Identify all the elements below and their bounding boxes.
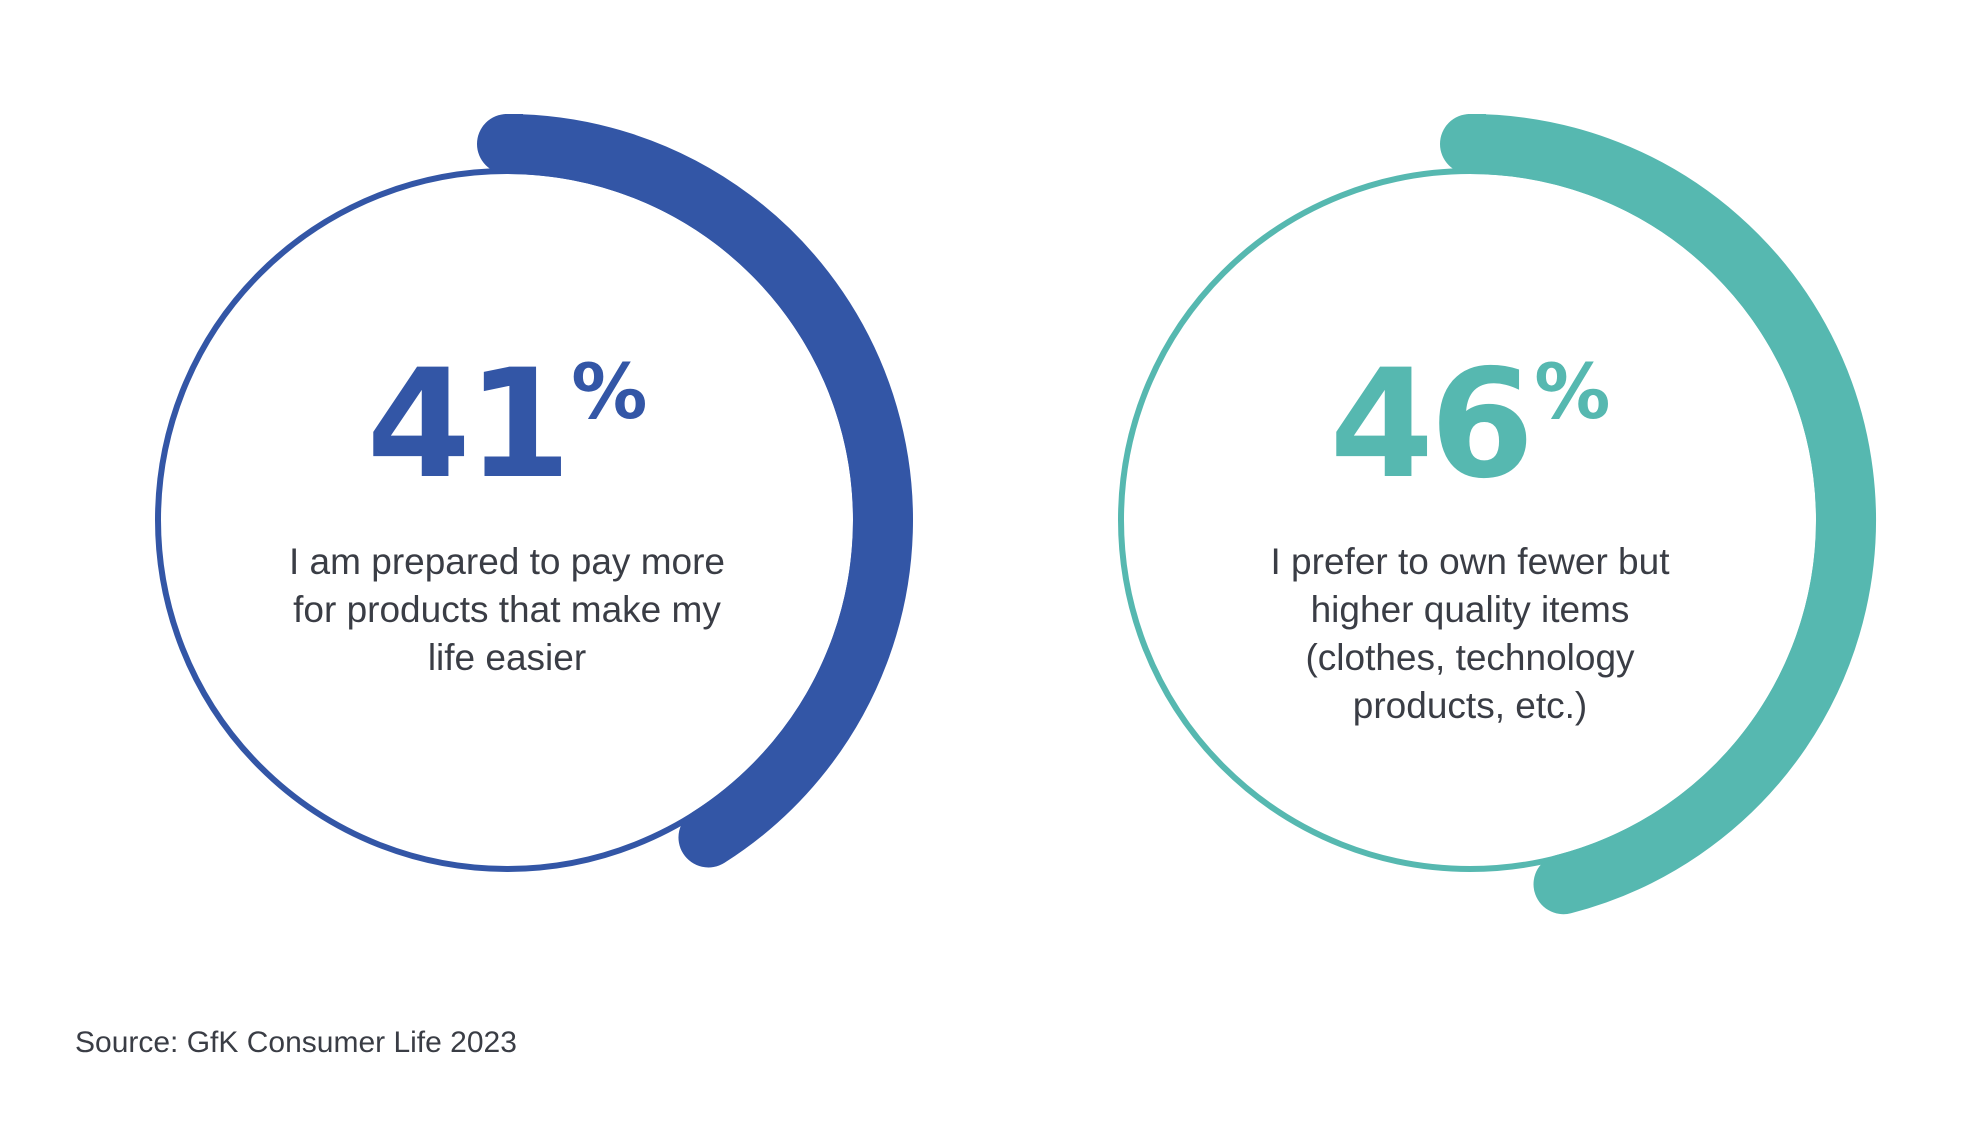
gauge-value-unit: % — [571, 347, 648, 436]
gauge-chart: 46% I prefer to own fewer but higher qua… — [1090, 114, 1877, 915]
gauge-ring — [155, 114, 913, 872]
gauge-track — [1118, 168, 1822, 872]
gauge-track — [155, 168, 859, 872]
gauge-value: 41% — [127, 350, 887, 500]
gauge-value-unit: % — [1534, 347, 1611, 436]
gauge-value: 46% — [1090, 350, 1850, 500]
gauge-label: I am prepared to pay more for products t… — [289, 541, 725, 678]
gauge-arc-start-cap — [505, 114, 523, 174]
gauge-arc-start-cap — [1468, 114, 1486, 174]
gauge-ring — [1118, 114, 1877, 915]
gauge-arc — [477, 114, 913, 868]
source-note: Source: GfK Consumer Life 2023 — [75, 1026, 517, 1059]
gauge-label: I prefer to own fewer but higher quality… — [1270, 541, 1670, 726]
gauge-arc — [1440, 114, 1877, 915]
gauge-value-number: 46 — [1329, 338, 1535, 512]
gauge-value-number: 41 — [366, 338, 572, 512]
gauge-chart: 41% I am prepared to pay more for produc… — [127, 114, 913, 900]
